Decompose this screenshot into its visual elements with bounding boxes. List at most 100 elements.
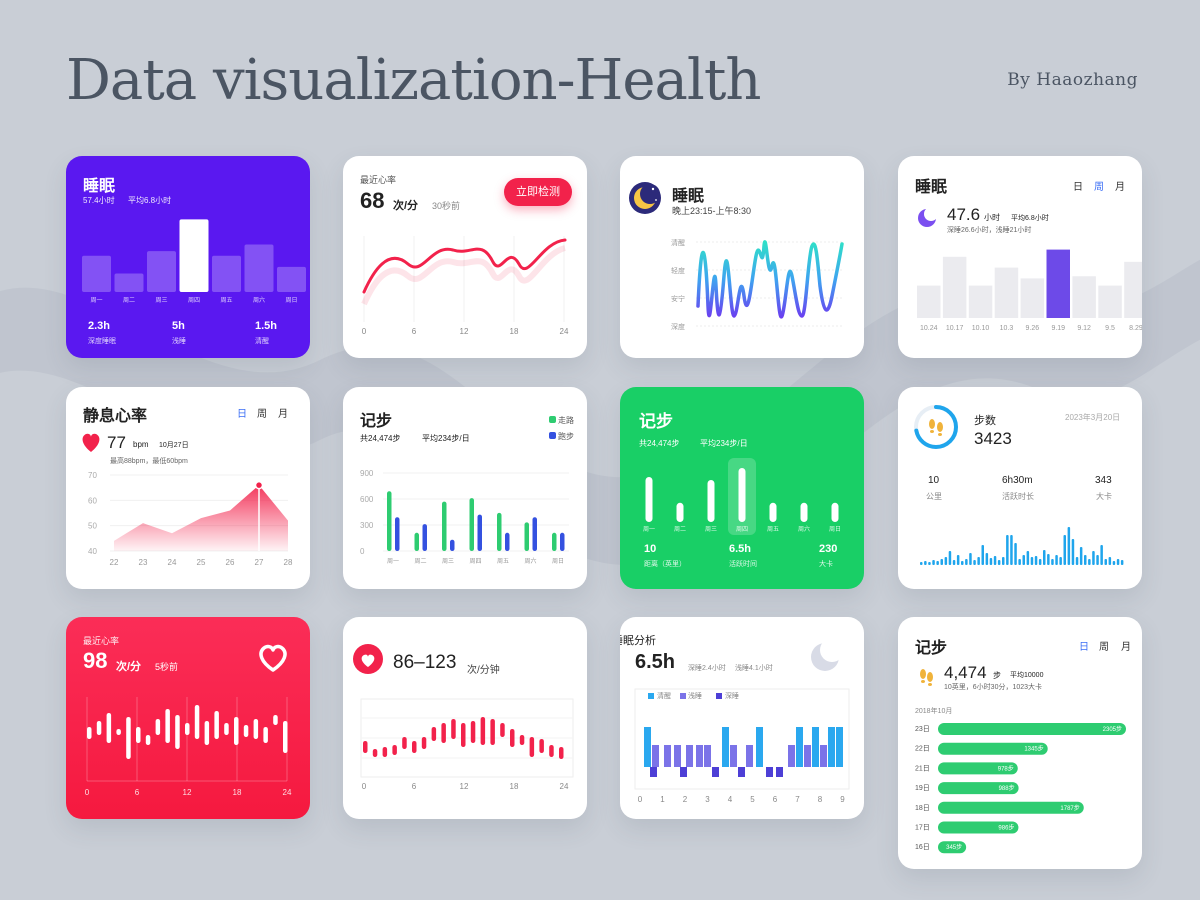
heart-candle [175, 715, 180, 749]
step-bar [450, 539, 455, 551]
heart-rate-range-card[interactable]: 86–123 次/分钟 0 6 12 18 24 [343, 617, 587, 819]
day-label: 周五 [220, 297, 232, 304]
day-label: 周二 [674, 526, 686, 533]
recent-heart-rate-card[interactable]: 最近心率 68 次/分 30秒前 立即检测 0 6 12 18 24 [343, 156, 587, 358]
steps-weekly-card[interactable]: 记步 共24,474步 平均234步/日 走路 跑步 900 600 300 0 周一 周… [343, 387, 587, 589]
heart-range-bar [372, 749, 378, 757]
tab-month[interactable]: 月 [278, 409, 288, 420]
y-tick-label: 40 [88, 547, 97, 556]
stat-calorie-label: 大卡 [819, 561, 833, 568]
stat-km-value: 10 [928, 475, 940, 486]
heart-range-bar [539, 739, 544, 753]
day-label: 周五 [767, 526, 779, 533]
x-tick-label: 0 [362, 782, 367, 791]
sleep-average: 平均6.8小时 [1011, 215, 1049, 222]
level-label: 安宁 [671, 296, 685, 303]
tab-week[interactable]: 周 [1099, 642, 1109, 653]
x-tick-label: 3 [705, 795, 710, 804]
date-label: 9.26 [1026, 325, 1040, 332]
stat-active-label: 活跃时间 [729, 561, 757, 568]
legend-swatch [680, 693, 686, 699]
heart-range-bar [441, 723, 446, 743]
sleep-detail: 深睡26.6小时，浅睡21小时 [947, 227, 1032, 234]
level-label: 轻度 [671, 268, 685, 275]
x-tick-label: 18 [510, 782, 519, 791]
activity-bar [997, 560, 1001, 565]
sleep-week-bar [1020, 278, 1045, 318]
step-counter-card[interactable]: 步数 3423 2023年3月20日 10 公里 6h30m 活跃时长 343 … [898, 387, 1142, 589]
y-tick-label: 300 [360, 521, 374, 530]
resting-heart-rate-card[interactable]: 静息心率 日 周 月 77 bpm 10月27日 最高88bpm，最低60bpm… [66, 387, 310, 589]
author-credit: By Haaozhang [1007, 70, 1138, 90]
steps-goal: 平均10000 [1010, 672, 1044, 679]
day-label: 周三 [155, 297, 167, 304]
x-tick-label: 24 [560, 327, 569, 336]
activity-bar [920, 562, 923, 565]
heart-rate-red-card[interactable]: 最近心率 98 次/分 5秒前 0 6 12 18 24 [66, 617, 310, 819]
heart-icon [353, 644, 383, 674]
measure-time: 5秒前 [155, 662, 179, 672]
tab-day[interactable]: 日 [237, 409, 247, 420]
sleep-weekly-card[interactable]: 睡眠 日 周 月 47.6 小时 平均6.8小时 深睡26.6小时，浅睡21小时… [898, 156, 1142, 358]
day-label: 22日 [915, 745, 930, 753]
steps-green-card[interactable]: 记步 共24,474步 平均234步/日 周一 周二 周三 周四 周五 周六 周日 10 距… [620, 387, 864, 589]
date-label: 10.3 [1000, 325, 1014, 332]
day-label: 周二 [414, 558, 426, 565]
rest-heart-value: 77 [107, 433, 126, 452]
sleep-summary-card[interactable]: 睡眠 57.4小时 平均6.8小时 周一 周二 周三 周四 周五 周六 周日 2.3h 深度… [66, 156, 310, 358]
heart-candle [204, 721, 210, 745]
y-tick-label: 600 [360, 495, 374, 504]
sleep-stage-bar [836, 727, 843, 767]
heart-range-unit: 次/分钟 [467, 665, 500, 676]
tab-week[interactable]: 周 [1094, 182, 1104, 193]
heart-candle [224, 723, 229, 735]
step-bar [532, 517, 537, 551]
tab-day[interactable]: 日 [1079, 642, 1089, 653]
step-bar [505, 532, 510, 551]
tab-month[interactable]: 月 [1121, 642, 1131, 653]
sleep-stage-bar [686, 745, 693, 767]
rest-heart-unit: bpm [133, 440, 149, 449]
steps-unit: 步 [993, 671, 1001, 680]
sleep-stage-bar [756, 727, 763, 767]
x-tick-label: 6 [412, 327, 417, 336]
tab-month[interactable]: 月 [1115, 182, 1125, 193]
sleep-stage-bar [704, 745, 711, 767]
step-bar [524, 522, 529, 551]
legend-swatch [716, 693, 722, 699]
bar-value-label: 978步 [998, 764, 1014, 772]
day-label: 周一 [643, 526, 655, 533]
sleep-stage-bar [730, 745, 737, 767]
step-bar [422, 524, 427, 551]
day-label: 周四 [736, 526, 748, 533]
sleep-stage-card[interactable]: 睡眠 晚上23:15-上午8:30 清醒 轻度 安宁 深度 [620, 156, 864, 358]
measure-now-button[interactable]: 立即检测 [504, 178, 572, 206]
heart-candle [106, 713, 112, 743]
sleep-stage-bar [820, 745, 827, 767]
heart-candle [165, 709, 170, 743]
step-activity-histogram [920, 527, 1124, 565]
heart-outline-icon[interactable] [66, 617, 310, 819]
tab-day[interactable]: 日 [1073, 182, 1083, 193]
x-tick-label: 7 [795, 795, 800, 804]
tab-week[interactable]: 周 [257, 409, 267, 420]
steps-daily-card[interactable]: 记步 日 周 月 4,474 步 平均10000 10英里，6小时30分，102… [898, 617, 1142, 869]
month-label: 2018年10月 [915, 708, 953, 715]
activity-bar [1088, 559, 1091, 565]
sleep-stage-bar [788, 745, 795, 767]
legend-walk-swatch [549, 416, 556, 423]
heart-range-bar [500, 723, 505, 737]
stat-active-label: 活跃时长 [1002, 492, 1034, 501]
y-tick-label: 900 [360, 469, 374, 478]
resting-heart-area-chart: 70 60 50 40 22 23 24 25 26 27 28 [88, 471, 293, 567]
sleep-analysis-value: 6.5h [635, 651, 676, 673]
stat-distance-value: 10 [644, 543, 657, 555]
activity-bar [1043, 550, 1046, 565]
x-tick-label: 0 [85, 788, 90, 797]
measure-time: 30秒前 [432, 201, 461, 211]
stat-distance-label: 距离（英里） [644, 561, 686, 568]
heart-candle [126, 717, 131, 759]
x-tick-label: 18 [233, 788, 242, 797]
sleep-week-bar [1072, 276, 1096, 318]
